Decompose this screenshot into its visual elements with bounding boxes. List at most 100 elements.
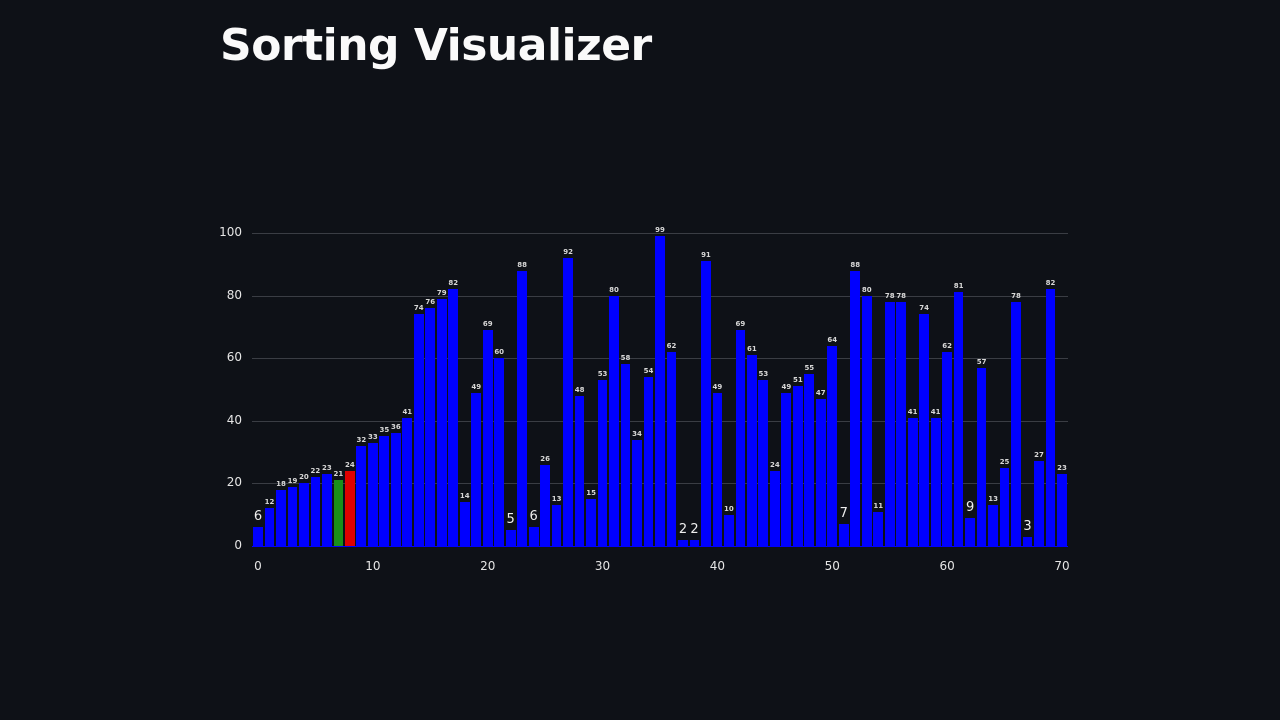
bar — [735, 330, 746, 546]
x-tick-label: 40 — [709, 559, 726, 573]
y-tick-label: 100 — [219, 225, 242, 239]
y-tick-label: 0 — [234, 538, 242, 552]
bar-value-label: 5 — [506, 512, 515, 528]
bar — [747, 355, 757, 546]
bar-value-label: 49 — [712, 382, 723, 391]
bar — [540, 464, 550, 546]
bar — [965, 517, 975, 546]
bar-value-label: 41 — [402, 407, 413, 416]
bar-value-label: 12 — [264, 498, 275, 507]
bar-value-label: 82 — [448, 279, 459, 288]
bar — [953, 292, 964, 546]
bar-value-label: 74 — [919, 304, 930, 313]
bar-value-label: 53 — [758, 370, 769, 379]
bar-value-label: 24 — [345, 460, 355, 469]
bar-value-label: 80 — [861, 285, 872, 294]
bar-value-label: 11 — [873, 501, 884, 510]
bar-value-label: 32 — [356, 435, 367, 444]
bar — [494, 358, 505, 546]
x-tick-label: 50 — [824, 559, 840, 573]
bar-value-label: 41 — [907, 407, 918, 416]
bar-value-label: 99 — [655, 226, 665, 235]
bar — [792, 386, 803, 546]
bar-value-label: 57 — [976, 357, 987, 366]
bar-value-label: 9 — [965, 499, 975, 515]
bar-value-label: 25 — [999, 457, 1010, 466]
x-axis-baseline — [252, 546, 1068, 547]
bar-value-label: 26 — [540, 454, 551, 463]
bar — [1022, 536, 1033, 546]
bar-value-label: 69 — [735, 320, 746, 329]
bar-value-label: 62 — [666, 341, 677, 350]
x-tick-label: 70 — [1054, 559, 1070, 573]
bar — [299, 483, 309, 546]
bar-value-label: 55 — [804, 363, 815, 372]
bar-value-label: 81 — [953, 282, 964, 291]
bar-value-label: 49 — [471, 382, 482, 391]
bar-value-label: 19 — [287, 476, 298, 485]
bar — [322, 474, 332, 546]
bar-value-label: 82 — [1045, 279, 1056, 288]
bar-value-label: 13 — [551, 495, 562, 504]
bar — [781, 392, 792, 546]
bar — [655, 236, 665, 546]
bar-value-label: 6 — [253, 509, 263, 525]
bar-value-label: 7 — [839, 506, 848, 522]
bar — [287, 486, 298, 546]
bar-value-label: 49 — [781, 382, 792, 391]
bar-value-label: 24 — [769, 460, 780, 469]
bar — [563, 258, 573, 546]
bar-value-label: 58 — [620, 354, 631, 363]
bar — [436, 298, 447, 546]
bar — [838, 524, 849, 546]
bar-value-label: 79 — [436, 288, 447, 297]
bar — [919, 314, 930, 546]
bar — [643, 376, 654, 546]
bar — [253, 527, 263, 546]
bar-value-label: 22 — [310, 467, 321, 476]
bar-value-label: 76 — [425, 298, 436, 307]
bar-value-label: 78 — [884, 291, 895, 300]
gridline — [252, 233, 1068, 234]
bar-value-label: 3 — [1023, 518, 1032, 534]
bar — [310, 477, 321, 546]
bar-value-label: 36 — [390, 423, 401, 432]
bar — [620, 364, 631, 546]
bar — [402, 417, 413, 546]
bar — [976, 367, 987, 546]
bar — [264, 508, 275, 546]
bar-value-label: 41 — [930, 407, 941, 416]
y-tick-label: 20 — [226, 475, 242, 490]
bar-value-label: 34 — [632, 429, 642, 438]
bar — [425, 308, 436, 546]
bar — [345, 470, 355, 546]
bar — [551, 505, 562, 546]
bar — [459, 502, 470, 546]
bar-value-label: 6 — [529, 509, 538, 525]
bar-value-label: 15 — [586, 489, 596, 498]
bar — [666, 351, 677, 546]
bar-value-label: 64 — [827, 335, 838, 344]
bar-value-label: 69 — [482, 320, 493, 329]
bar-value-label: 91 — [701, 251, 711, 260]
bar — [724, 514, 734, 546]
bar — [367, 442, 378, 546]
bar — [333, 480, 344, 546]
bar-value-label: 61 — [747, 345, 757, 354]
bar — [356, 445, 367, 546]
bar-value-label: 88 — [517, 260, 528, 269]
bar — [1045, 289, 1056, 546]
bar — [574, 395, 585, 546]
x-tick-label: 10 — [365, 559, 381, 573]
bar — [930, 417, 941, 546]
bar-value-label: 2 — [690, 521, 699, 537]
bar-value-label: 48 — [574, 385, 585, 394]
bar-value-label: 53 — [597, 370, 608, 379]
bar-value-label: 62 — [942, 341, 953, 350]
bar-value-label: 27 — [1034, 451, 1044, 460]
bar — [999, 467, 1010, 546]
bar-value-label: 60 — [494, 348, 505, 357]
bar — [942, 351, 952, 546]
bar — [413, 314, 424, 546]
y-tick-label: 60 — [226, 350, 242, 365]
